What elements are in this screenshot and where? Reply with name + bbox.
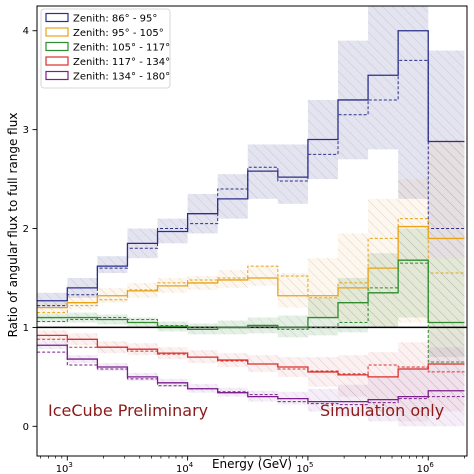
legend-label-0: Zenith: 86° - 95° [73,14,157,25]
hatch-0-bin-6 [217,174,248,219]
hatch-4-bin-13 [428,347,465,427]
series-0-line [37,30,465,302]
y-tick-label-1: 1 [23,323,29,334]
x-tick-label-0: 103 [56,461,73,474]
hatch-1-bin-8 [277,273,308,308]
series-steps [37,30,465,406]
hatch-2-bin-8 [277,315,308,338]
y-tick-label-4: 4 [23,26,29,37]
annotation-simulation: Simulation only [320,401,444,420]
x-tick-label-1: 104 [176,461,194,474]
series-0-dashed-line [37,59,465,307]
y-axis-label: Ratio of angular flux to full range flux [6,113,20,338]
y-tick-label-3: 3 [23,125,29,136]
x-axis-ticks: 103 104 105 106 [40,456,465,474]
series-1-dashed-line [37,218,465,314]
hatch-0-bin-11 [368,6,399,150]
plot-frame [36,5,468,457]
series-1-line [37,225,465,309]
hatch-4-bin-10 [337,384,369,417]
hatch-1-bin-7 [247,266,278,286]
y-axis-ticks: 0 1 2 3 4 [23,26,37,433]
hatch-2-bin-11 [368,253,399,328]
legend: Zenith: 86° - 95° Zenith: 95° - 105° Zenit… [40,8,171,89]
legend-swatch-0 [45,12,69,23]
legend-label-2: Zenith: 105° - 117° [73,43,170,54]
legend-box [40,8,171,89]
legend-label-1: Zenith: 95° - 105° [73,28,164,39]
hatch-0-bin-12 [398,6,429,199]
legend-label-3: Zenith: 117° - 134° [73,57,170,68]
legend-swatch-1 [45,27,69,37]
legend-swatch-2 [45,41,69,52]
hatch-0-bin-8 [277,144,308,204]
hatch-4-bin-9 [307,388,338,412]
legend-label-4: Zenith: 134° - 180° [73,72,170,83]
hatch-2-bin-12 [398,228,429,318]
hatch-0-bin-2 [97,256,128,274]
x-axis-label: Energy (GeV) [212,457,292,471]
legend-swatch-4 [45,70,69,81]
legend-swatch-3 [45,56,69,66]
series-3-line [37,334,465,378]
hatch-2-bin-9 [307,297,338,336]
y-tick-label-2: 2 [23,224,29,235]
y-tick-label-0: 0 [23,422,29,433]
series-2-line [37,259,465,331]
hatch-2-bin-10 [337,277,369,333]
hatch-1-bin-6 [217,270,248,288]
annotation-preliminary: IceCube Preliminary [48,401,208,420]
x-tick-label-3: 106 [417,461,435,474]
series-4-line [37,344,465,403]
x-tick-label-2: 105 [296,461,313,474]
